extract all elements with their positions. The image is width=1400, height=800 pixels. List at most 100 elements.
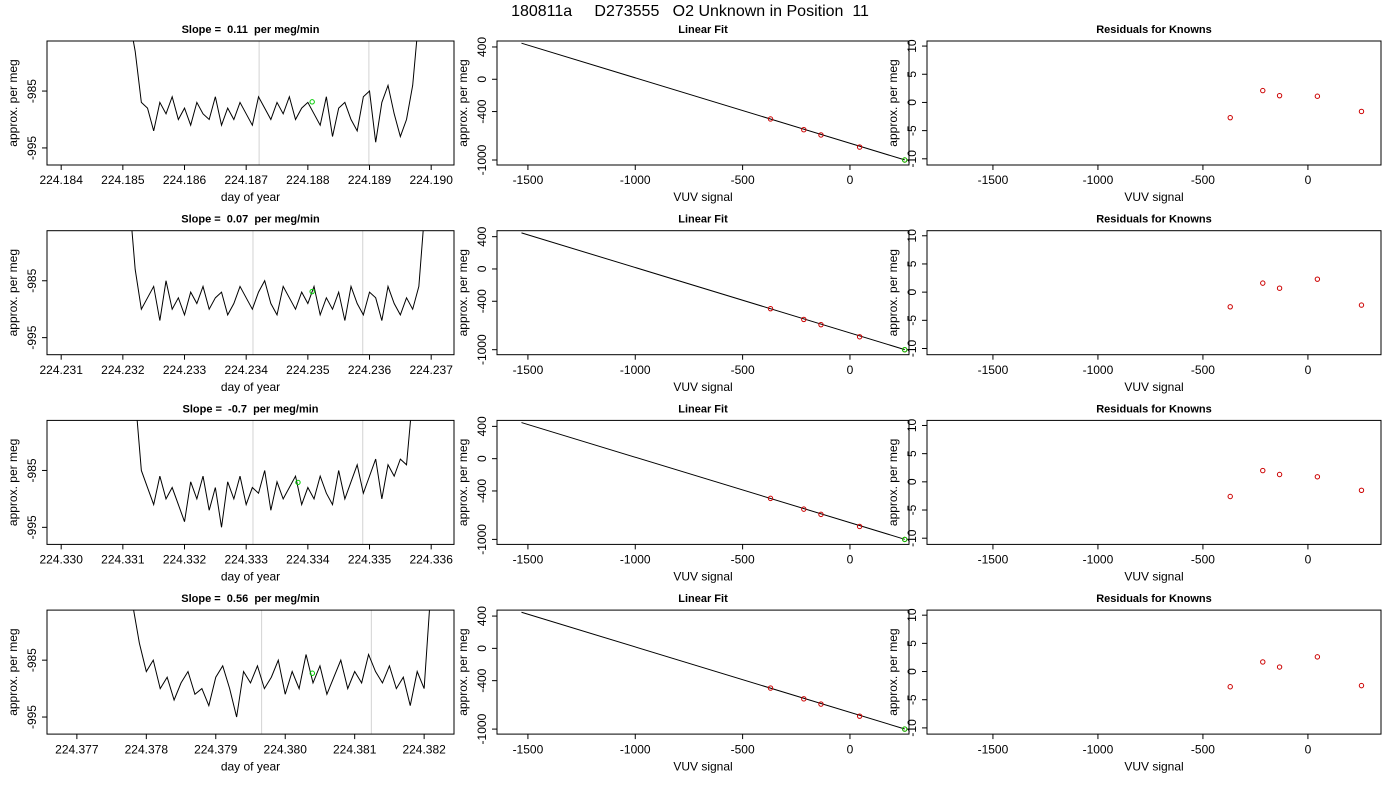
data-point: [767, 116, 774, 122]
x-tick-label: 224.186: [163, 173, 207, 187]
x-tick-label: 224.232: [101, 363, 145, 377]
x-tick-label: -1500: [978, 173, 1009, 187]
data-line: [521, 422, 905, 540]
data-point: [1260, 280, 1266, 286]
x-axis-title: day of year: [221, 570, 280, 584]
data-point: [1260, 467, 1266, 474]
panel-title: Linear Fit: [678, 24, 728, 36]
x-tick-label: 0: [1305, 742, 1312, 756]
y-tick-label: 0: [905, 478, 919, 485]
y-tick-label: 0: [905, 668, 919, 675]
y-axis-title: approx. per meg: [456, 628, 470, 715]
y-tick-label: -5: [905, 694, 919, 705]
x-tick-label: -1500: [513, 173, 544, 187]
x-tick-label: 0: [847, 553, 854, 567]
y-tick-label: -985: [25, 268, 39, 292]
y-tick-label: 10: [905, 418, 919, 432]
y-tick-label: -995: [25, 136, 39, 160]
x-axis-title: VUV signal: [673, 380, 732, 394]
x-tick-label: 224.185: [101, 173, 145, 187]
x-tick-label: -500: [1191, 173, 1215, 187]
x-tick-label: 224.380: [264, 742, 308, 756]
data-line: [132, 41, 418, 143]
x-axis-title: VUV signal: [1124, 190, 1183, 204]
data-point: [902, 726, 908, 732]
data-point: [295, 479, 301, 486]
panel-title: Linear Fit: [678, 403, 728, 415]
data-point: [1358, 108, 1365, 115]
plot-frame: [926, 419, 1382, 545]
plot-area: [1227, 87, 1365, 121]
x-tick-label: 0: [847, 173, 854, 187]
y-tick-label: 5: [905, 450, 919, 457]
x-axis-title: day of year: [221, 380, 280, 394]
x-tick-label: 224.379: [194, 742, 238, 756]
x-tick-label: -1000: [1083, 742, 1114, 756]
y-tick-label: 10: [905, 229, 919, 243]
plot-frame: [926, 40, 1382, 166]
x-axis-title: VUV signal: [673, 759, 732, 773]
data-point: [309, 99, 315, 105]
x-tick-label: 224.233: [163, 363, 207, 377]
y-tick-label: 0: [905, 288, 919, 295]
x-axis-title: day of year: [221, 190, 280, 204]
plot-frame: [496, 609, 910, 735]
plot-area: [132, 41, 418, 165]
panel-title: Residuals for Knowns: [1096, 593, 1212, 605]
x-tick-label: 0: [847, 742, 854, 756]
x-axis-title: VUV signal: [1124, 570, 1183, 584]
panel-title: Residuals for Knowns: [1096, 214, 1212, 226]
data-point: [1276, 664, 1283, 670]
x-tick-label: 224.187: [224, 173, 268, 187]
data-point: [1276, 471, 1283, 478]
y-tick-label: 10: [905, 608, 919, 622]
y-tick-label: -10: [905, 719, 919, 737]
data-point: [856, 334, 863, 340]
x-tick-label: 224.333: [224, 553, 268, 567]
y-tick-label: -5: [905, 125, 919, 136]
x-tick-label: -1000: [1083, 173, 1114, 187]
y-axis-title: approx. per meg: [886, 439, 900, 526]
plot-frame: [496, 40, 910, 166]
panel-title: Residuals for Knowns: [1096, 24, 1212, 36]
plot-area: [133, 610, 430, 735]
y-tick-label: 0: [475, 265, 489, 272]
x-tick-label: -1000: [620, 363, 651, 377]
y-tick-label: 10: [905, 39, 919, 53]
plot-frame: [46, 230, 455, 356]
x-tick-label: -500: [1191, 742, 1215, 756]
data-point: [1314, 474, 1321, 480]
y-axis-title: approx. per meg: [6, 439, 20, 526]
y-tick-label: -995: [25, 325, 39, 349]
plot-frame: [496, 230, 910, 356]
x-tick-label: 224.334: [286, 553, 330, 567]
y-tick-label: -1000: [475, 524, 489, 555]
panel-title: Slope = 0.07 per meg/min: [181, 214, 320, 226]
data-point: [818, 701, 824, 707]
data-point: [767, 495, 774, 502]
data-point: [309, 670, 316, 676]
x-tick-label: 224.236: [348, 363, 392, 377]
y-tick-label: -5: [905, 504, 919, 515]
data-point: [1227, 304, 1233, 310]
x-axis-title: VUV signal: [1124, 759, 1183, 773]
x-tick-label: 224.336: [409, 553, 453, 567]
plot-frame: [496, 419, 910, 545]
y-tick-label: -10: [905, 340, 919, 358]
y-tick-label: -10: [905, 150, 919, 168]
data-point: [1314, 654, 1321, 660]
x-tick-label: 0: [1305, 363, 1312, 377]
data-line: [133, 610, 430, 718]
x-tick-label: 224.190: [409, 173, 453, 187]
data-point: [902, 157, 908, 163]
x-tick-label: -1000: [620, 553, 651, 567]
x-axis-title: VUV signal: [673, 190, 732, 204]
y-tick-label: 5: [905, 260, 919, 267]
plot-frame: [46, 419, 455, 545]
panel-title: Slope = -0.7 per meg/min: [182, 403, 318, 415]
y-tick-label: -10: [905, 529, 919, 547]
y-axis-title: approx. per meg: [886, 628, 900, 715]
plot-area: [521, 611, 908, 732]
data-point: [1227, 114, 1233, 121]
y-tick-label: -1000: [475, 334, 489, 365]
